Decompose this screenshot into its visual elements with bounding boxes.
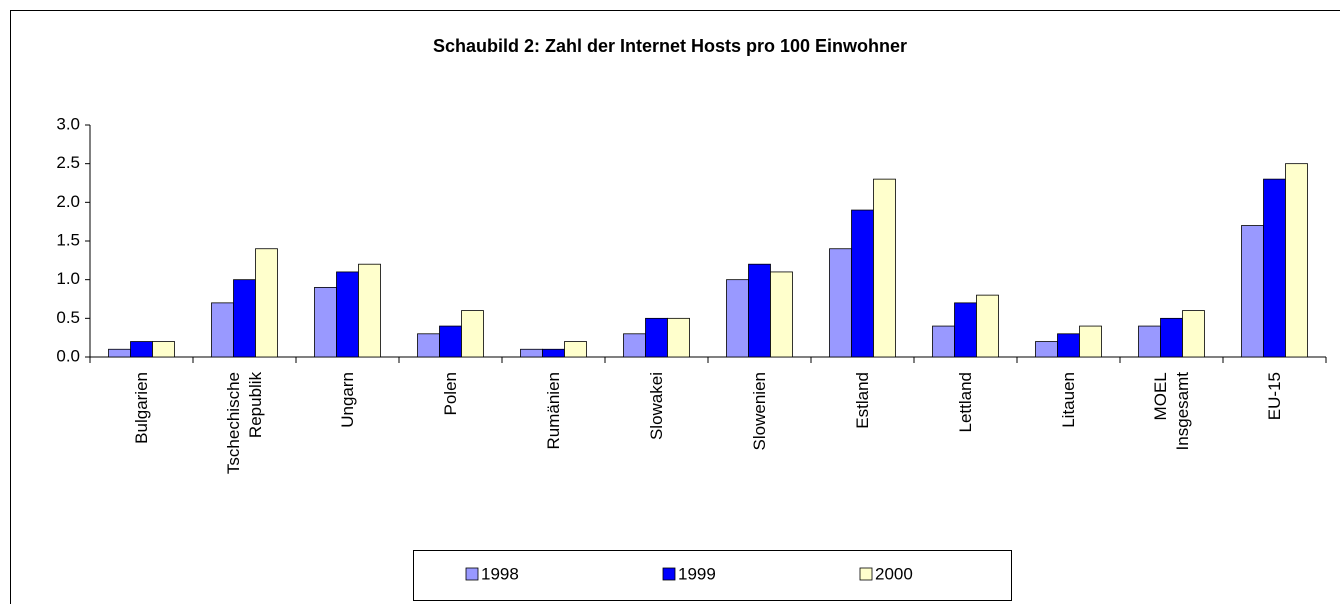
- bar: [873, 178, 896, 358]
- x-tick-label: Slowakei: [646, 372, 666, 441]
- bar: [461, 310, 484, 358]
- bar: [358, 263, 381, 358]
- x-tick-label: Bulgarien: [131, 372, 151, 444]
- bar: [1285, 163, 1308, 358]
- legend-swatch: [662, 567, 676, 581]
- bar: [623, 333, 646, 358]
- bar: [255, 248, 278, 358]
- bar: [130, 341, 153, 358]
- bar: [1035, 341, 1058, 358]
- y-tick-label: 3.0: [56, 114, 80, 133]
- bar: [770, 271, 793, 358]
- bar: [108, 348, 131, 358]
- y-tick-label: 0.5: [56, 308, 80, 327]
- bar: [1182, 310, 1205, 358]
- legend-label: 2000: [875, 564, 913, 583]
- x-tick-label: Tschechische Republik: [223, 372, 265, 475]
- y-tick-label: 1.5: [56, 230, 80, 249]
- bar: [1241, 225, 1264, 358]
- bar: [314, 286, 337, 358]
- x-tick-label: Ungarn: [337, 372, 357, 428]
- x-tick-label: Polen: [440, 372, 460, 416]
- bar: [667, 317, 690, 358]
- y-tick-label: 0.0: [56, 346, 80, 365]
- bar: [439, 325, 462, 358]
- x-tick-label: Rumänien: [543, 372, 563, 450]
- bar: [829, 248, 852, 358]
- legend-box: [413, 550, 1012, 601]
- bar: [336, 271, 359, 358]
- x-tick-label: Slowenien: [749, 372, 769, 451]
- chart-title: Schaubild 2: Zahl der Internet Hosts pro…: [433, 36, 907, 56]
- x-tick-label: Litauen: [1058, 372, 1078, 428]
- legend-swatch: [465, 567, 479, 581]
- y-tick-label: 2.0: [56, 192, 80, 211]
- bar: [748, 263, 771, 358]
- bar: [1138, 325, 1161, 358]
- x-tick-label: Estland: [852, 372, 872, 429]
- y-tick-label: 1.0: [56, 269, 80, 288]
- bar: [976, 294, 999, 358]
- bar: [152, 341, 175, 358]
- legend-swatch: [859, 567, 873, 581]
- y-tick-label: 2.5: [56, 153, 80, 172]
- bar: [211, 302, 234, 358]
- bar: [851, 209, 874, 358]
- bar: [932, 325, 955, 358]
- x-tick-label: MOEL Insgesamt: [1150, 372, 1192, 451]
- bar: [1057, 333, 1080, 358]
- bar: [1079, 325, 1102, 358]
- x-tick-label: Lettland: [955, 372, 975, 433]
- bar: [954, 302, 977, 358]
- legend-label: 1999: [678, 564, 716, 583]
- legend-label: 1998: [481, 564, 519, 583]
- chart-frame: [10, 10, 1340, 604]
- bar: [1263, 178, 1286, 358]
- bar: [645, 317, 668, 358]
- bar: [520, 348, 543, 358]
- bar: [417, 333, 440, 358]
- x-tick-label: EU-15: [1264, 372, 1284, 421]
- bar: [1160, 317, 1183, 358]
- bar: [542, 348, 565, 358]
- bar: [726, 279, 749, 358]
- bar: [564, 341, 587, 358]
- bar: [233, 279, 256, 358]
